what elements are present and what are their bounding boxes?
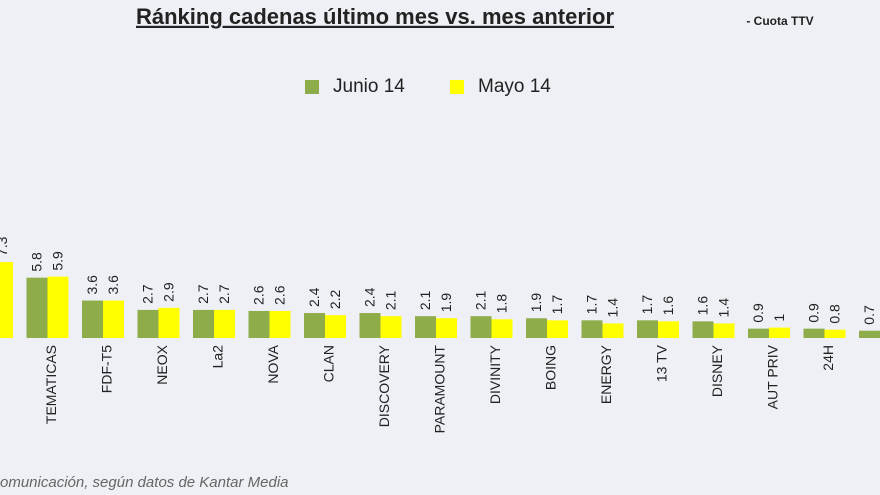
data-label: 2.4	[306, 287, 322, 307]
data-label: 3.6	[84, 275, 100, 295]
chart-subtitle: - Cuota TTV	[746, 14, 813, 28]
bar	[269, 310, 291, 338]
bar	[713, 323, 735, 338]
legend-label: Mayo 14	[478, 76, 551, 97]
legend-swatch	[450, 80, 464, 94]
legend-swatch	[305, 80, 319, 94]
data-label: 1.6	[695, 296, 711, 316]
bar	[526, 318, 547, 338]
x-tick-label: BOING	[543, 345, 559, 390]
source-note: omunicación, según datos de Kantar Media	[0, 474, 289, 491]
x-tick-label: La2	[210, 345, 226, 369]
bar	[824, 329, 846, 338]
bar	[304, 313, 325, 338]
x-tick-label: CLAN	[321, 345, 337, 382]
data-label: 1.9	[438, 293, 454, 313]
x-tick-label: AUT PRIV	[765, 344, 781, 409]
data-label: 7.3	[0, 236, 10, 256]
data-label: 5.9	[50, 251, 66, 271]
data-label: 1.9	[528, 293, 544, 313]
data-label: 0.9	[750, 303, 766, 323]
bar	[637, 320, 658, 338]
data-label: 2.4	[362, 287, 378, 307]
data-label: 2.6	[272, 285, 288, 305]
data-label: 2.1	[417, 290, 433, 310]
bar	[491, 319, 513, 338]
bar	[769, 327, 790, 338]
bar	[803, 328, 825, 338]
bar	[137, 309, 159, 338]
bar	[359, 313, 381, 338]
bar	[380, 316, 402, 338]
data-label: 2.1	[383, 290, 399, 310]
bar	[82, 300, 103, 338]
bar	[193, 309, 214, 338]
data-label: 1.6	[660, 296, 676, 316]
data-label: 1.8	[494, 294, 510, 314]
data-label: 1.4	[605, 298, 621, 318]
x-tick-label: PARAMOUNT	[432, 345, 448, 434]
bar	[325, 315, 346, 338]
x-tick-label: DIVINITY	[487, 344, 503, 404]
bar	[692, 321, 714, 338]
bar	[470, 316, 492, 338]
data-label: 2.7	[216, 284, 232, 304]
data-label: 0.8	[827, 304, 843, 324]
x-tick-label: FDF-T5	[99, 345, 115, 393]
bar	[214, 309, 235, 338]
bar	[748, 328, 769, 338]
data-label: 1.7	[549, 295, 565, 315]
bar	[248, 310, 270, 338]
data-label: 2.7	[195, 284, 211, 304]
data-label: 0.7	[861, 305, 877, 325]
data-label: 1.7	[584, 295, 600, 315]
bar	[26, 277, 48, 338]
data-label: 2.7	[140, 284, 156, 304]
data-label: 5.8	[29, 252, 45, 272]
x-tick-label: 24H	[820, 345, 836, 371]
x-tick-label: DISNEY	[709, 344, 725, 397]
bar	[103, 300, 124, 338]
data-label: 1.4	[716, 298, 732, 318]
x-tick-label: ENERGY	[598, 344, 614, 404]
data-label: 2.6	[251, 285, 267, 305]
data-label: 1	[771, 314, 787, 322]
x-tick-label: DISCOVERY	[376, 344, 392, 427]
data-label: 0.9	[806, 303, 822, 323]
data-label: 2.9	[161, 282, 177, 302]
bar	[415, 316, 436, 338]
bar	[581, 320, 603, 338]
bar	[436, 318, 457, 338]
x-tick-label: NEOX	[154, 344, 170, 384]
legend-label: Junio 14	[333, 76, 405, 97]
bar	[859, 330, 880, 338]
bar	[602, 323, 624, 338]
data-label: 3.6	[105, 275, 121, 295]
bar	[158, 307, 180, 338]
x-tick-label: NOVA	[265, 344, 281, 383]
bar	[0, 262, 13, 338]
bar	[547, 320, 568, 338]
data-label: 1.7	[639, 295, 655, 315]
bar	[47, 276, 69, 338]
chart-title: Ránking cadenas último mes vs. mes anter…	[136, 4, 614, 29]
bar	[658, 321, 679, 338]
data-label: 2.2	[327, 289, 343, 309]
x-tick-label: TEMATICAS	[43, 345, 59, 424]
x-tick-label: 13 TV	[654, 344, 670, 382]
data-label: 2.1	[473, 290, 489, 310]
